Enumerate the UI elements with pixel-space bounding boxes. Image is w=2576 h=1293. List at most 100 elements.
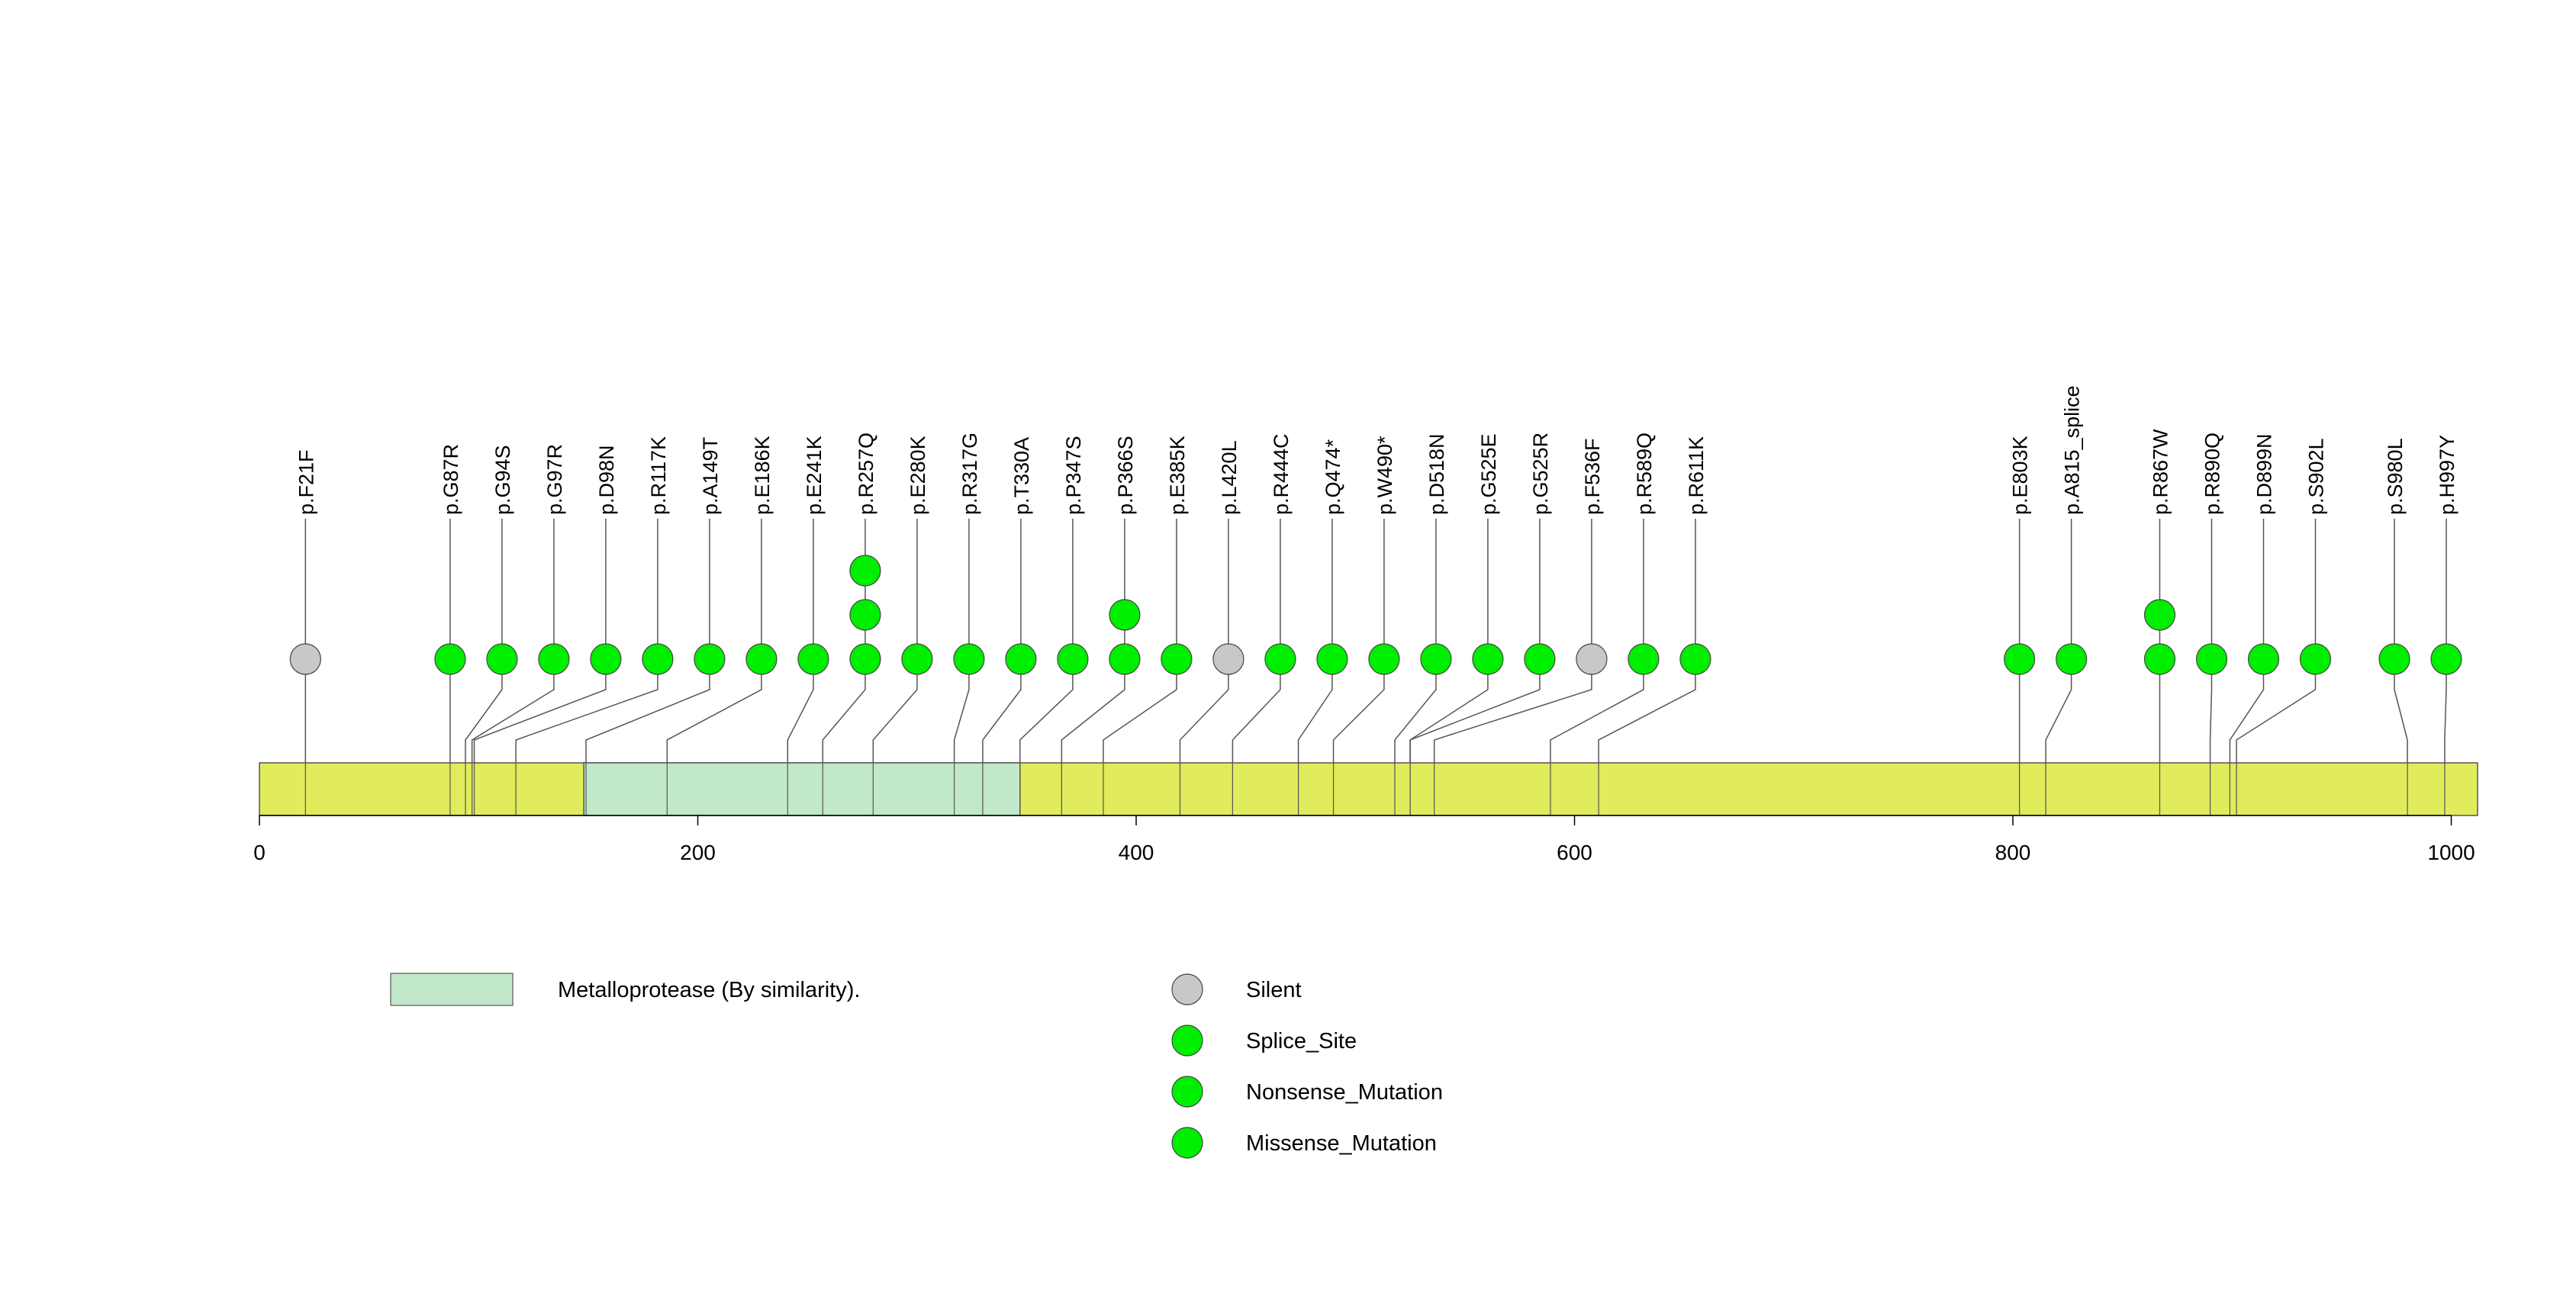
legend-dot-missense-mutation	[1171, 1127, 1203, 1159]
mutation-label: p.G525R	[1529, 433, 1552, 515]
mutation-dot-p-e186k	[745, 643, 778, 675]
mutation-dot-p-r317g	[953, 643, 985, 675]
connector-p-g97r	[471, 519, 555, 763]
mutation-label: p.E280K	[906, 436, 929, 515]
mutation-label: p.R611K	[1685, 436, 1708, 515]
mutation-label: p.E186K	[751, 436, 774, 515]
mutation-label: p.A149T	[699, 437, 722, 515]
connector-lines	[304, 519, 2447, 763]
connector-p-r890q	[2209, 519, 2213, 763]
mutation-label: p.D899N	[2252, 433, 2275, 515]
connector-p-d518n	[1394, 519, 1437, 763]
legend-dot-nonsense-mutation	[1171, 1076, 1203, 1108]
mutation-labels: p.F21F p.G87R p.G94S p.G97R p.D98N p.R117K p.A…	[295, 385, 2458, 515]
x-tick-label: 200	[680, 841, 716, 864]
mutation-dot-p-d899n	[2247, 643, 2280, 675]
mutation-dot-p-g525r	[1524, 643, 1556, 675]
mutation-dot-p-r589q	[1628, 643, 1660, 675]
mutation-dot-p-p366s-1	[1109, 643, 1141, 675]
connector-p-e385k	[1103, 519, 1177, 763]
mutation-label: p.T330A	[1010, 437, 1033, 515]
mutation-label: p.E385K	[1166, 436, 1189, 515]
connector-p-a149t	[585, 519, 710, 763]
connector-p-f536f	[1433, 519, 1592, 763]
connector-p-e241k	[787, 519, 814, 763]
connector-p-w490	[1332, 519, 1385, 763]
connector-p-r117k	[515, 519, 658, 763]
legend-dot-silent	[1171, 973, 1203, 1005]
protein-backbone-group	[259, 762, 2478, 816]
mutation-dot-p-d98n	[590, 643, 622, 675]
mutation-label: p.G94S	[491, 445, 514, 515]
mutation-dot-p-g97r	[538, 643, 570, 675]
mutation-dot-p-e280k	[901, 643, 933, 675]
mutation-dot-p-l420l	[1212, 643, 1245, 675]
connector-p-s980l	[2394, 519, 2408, 763]
mutation-dot-p-a815-splice	[2056, 643, 2088, 675]
mutation-dot-p-s902l	[2299, 643, 2332, 675]
mutation-dot-p-t330a	[1005, 643, 1037, 675]
mutation-dot-p-h997y	[2430, 643, 2462, 675]
mutation-dot-p-r611k	[1679, 643, 1711, 675]
mutation-label: p.H997Y	[2436, 435, 2458, 515]
mutation-dot-p-a149t	[694, 643, 726, 675]
mutation-label: p.L420L	[1218, 440, 1241, 515]
mutation-label: p.E241K	[803, 436, 826, 515]
mutation-label: p.F536F	[1581, 438, 1604, 515]
legend-label-domain: Metalloprotease (By similarity).	[558, 978, 860, 1002]
mutation-dot-p-e241k	[797, 643, 829, 675]
mutation-label: p.R117K	[647, 436, 670, 515]
mutation-label: p.R890Q	[2201, 433, 2223, 515]
mutation-dot-p-d518n	[1420, 643, 1452, 675]
mutation-dot-p-g525e	[1472, 643, 1504, 675]
mutation-dot-p-r867w-2	[2143, 599, 2176, 631]
mutation-label: p.S980L	[2384, 438, 2407, 515]
legend-label-silent: Silent	[1246, 978, 1302, 1002]
mutation-dot-p-r257q-3	[849, 555, 881, 587]
mutation-dot-p-e385k	[1161, 643, 1193, 675]
x-tick-label: 400	[1119, 841, 1154, 864]
connector-p-l420l	[1179, 519, 1229, 763]
legend-swatch-domain	[390, 973, 514, 1006]
domain-metalloprotease-by-similarity	[583, 762, 1021, 816]
mutation-label: p.W490*	[1373, 436, 1396, 515]
mutation-label: p.D98N	[595, 445, 618, 515]
legend-label-nonsense-mutation: Nonsense_Mutation	[1246, 1080, 1443, 1105]
connector-p-r611k	[1598, 519, 1696, 763]
mutation-dot-p-e803k	[2004, 643, 2036, 675]
mutation-label: p.R867W	[2149, 429, 2172, 515]
mutation-dot-p-s980l	[2378, 643, 2410, 675]
mutation-dot-p-p366s-2	[1109, 599, 1141, 631]
mutation-label: p.R317G	[958, 433, 981, 515]
mutation-dot-p-r117k	[642, 643, 674, 675]
mutation-dot-p-r444c	[1264, 643, 1296, 675]
x-tick-label: 800	[1995, 841, 2031, 864]
mutation-label: p.P366S	[1114, 436, 1137, 515]
connector-p-h997y	[2444, 519, 2447, 763]
mutation-dot-p-q474	[1316, 643, 1348, 675]
connector-p-r257q	[822, 519, 866, 763]
x-axis: 0 200 400 600 800 1000	[253, 815, 2475, 864]
mutation-label: p.E803K	[2009, 436, 2032, 515]
connector-p-a815-splice	[2045, 519, 2072, 763]
mutation-label: p.P347S	[1062, 436, 1085, 515]
connector-p-d98n	[473, 519, 607, 763]
mutation-label: p.R257Q	[855, 433, 877, 515]
connector-p-e280k	[872, 519, 918, 763]
mutation-dot-p-g87r	[434, 643, 466, 675]
mutation-dot-p-r257q-2	[849, 599, 881, 631]
connector-p-g525r	[1409, 519, 1541, 763]
mutation-label: p.F21F	[295, 449, 317, 515]
mutation-dot-p-r867w-1	[2143, 643, 2176, 675]
lollipops	[289, 555, 2462, 675]
connector-p-s902l	[2236, 519, 2317, 763]
mutation-dot-p-r257q-1	[849, 643, 881, 675]
mutation-label: p.R589Q	[1633, 433, 1656, 515]
mutation-dot-p-r890q	[2195, 643, 2228, 675]
connector-p-g94s	[465, 519, 503, 763]
mutation-dot-p-f21f	[289, 643, 321, 675]
connector-p-t330a	[982, 519, 1022, 763]
mutation-label: p.G525E	[1477, 433, 1500, 515]
mutation-label: p.G87R	[440, 444, 462, 515]
